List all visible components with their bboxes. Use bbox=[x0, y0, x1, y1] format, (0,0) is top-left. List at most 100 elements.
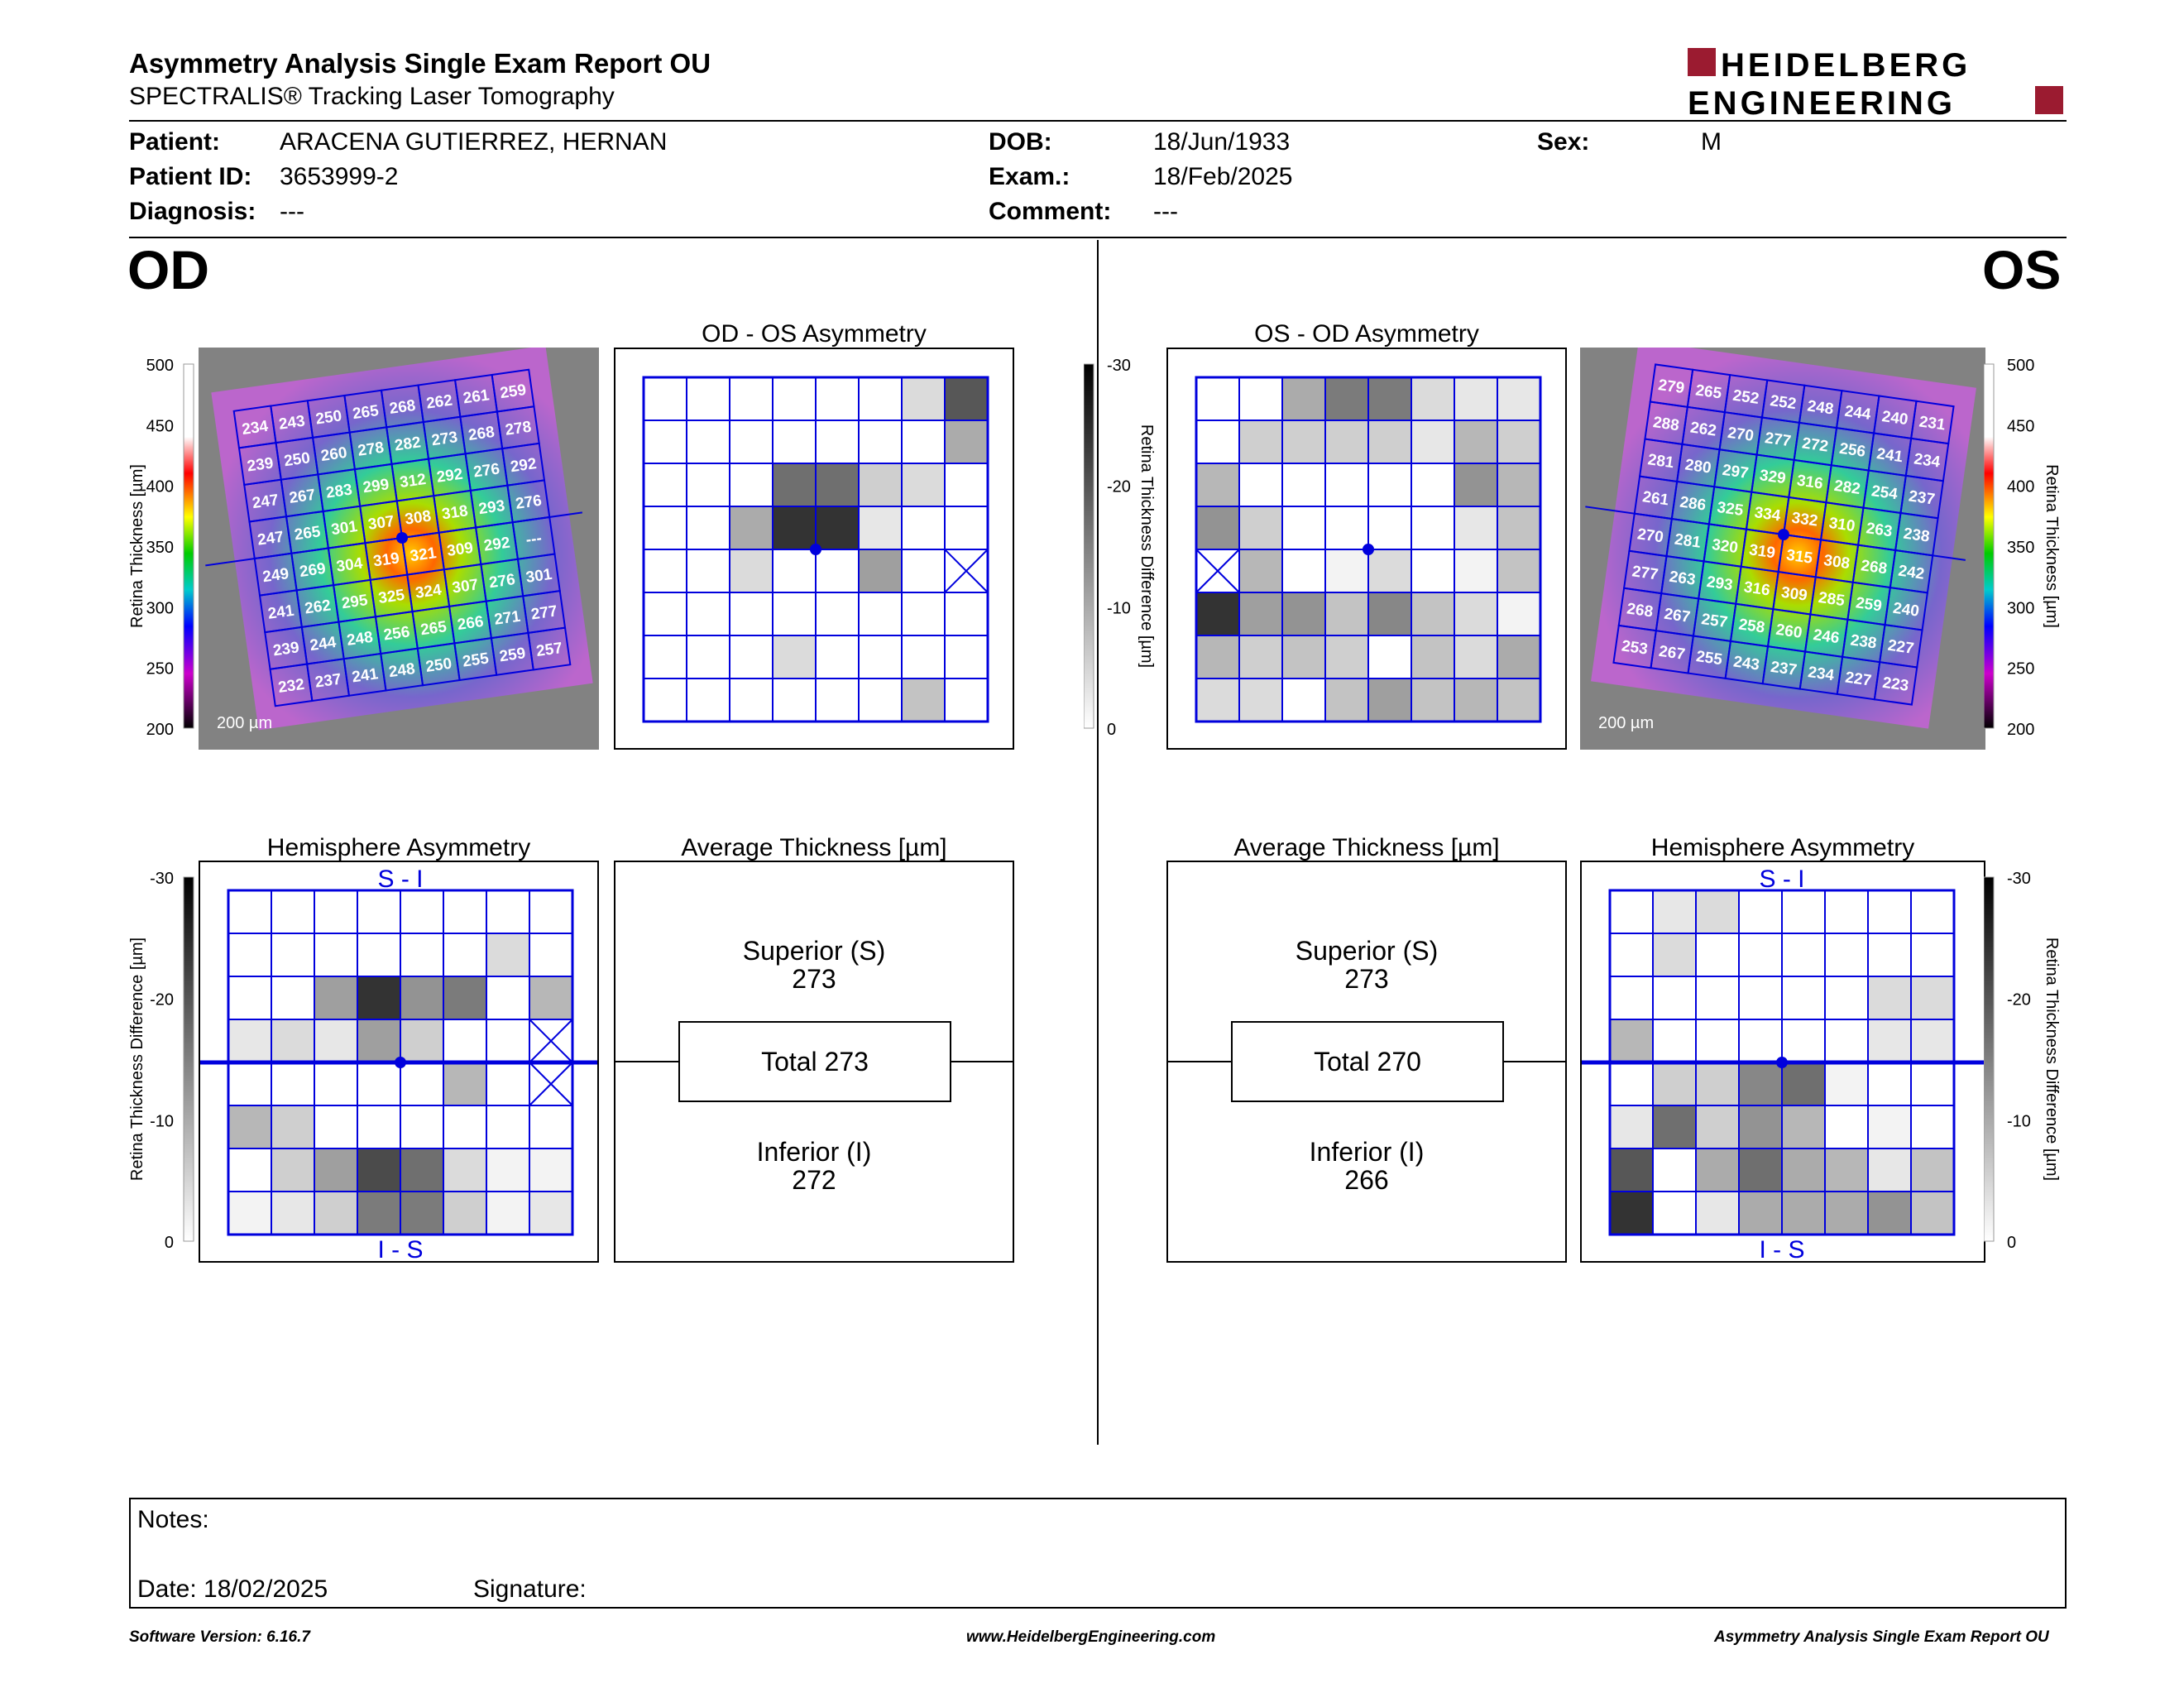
os-asym-cell bbox=[1195, 506, 1240, 550]
od-asym-cell bbox=[858, 549, 903, 593]
fovea-center-marker bbox=[810, 544, 821, 555]
os-hemi-cell bbox=[1738, 933, 1783, 977]
scale-axis-label: Retina Thickness Difference [µm] bbox=[2043, 938, 2061, 1181]
os-thickness-value: 260 bbox=[1774, 621, 1803, 642]
od-asym-cell bbox=[729, 463, 774, 507]
os-thickness-value: 263 bbox=[1668, 568, 1696, 589]
os-thickness-value: 262 bbox=[1689, 419, 1717, 439]
od-thickness-value: 292 bbox=[435, 466, 463, 487]
od-thickness-value: 237 bbox=[314, 671, 342, 692]
os-thickness-value: 325 bbox=[1716, 499, 1745, 520]
od-thickness-value: 276 bbox=[515, 492, 543, 513]
os-thickness-value: 243 bbox=[1732, 653, 1760, 674]
svg-text:ENGINEERING: ENGINEERING bbox=[1688, 85, 1956, 117]
os-asym-cell bbox=[1367, 420, 1412, 464]
od-hemi-cell bbox=[228, 1105, 272, 1149]
os-asym-cell bbox=[1281, 463, 1326, 507]
od-asym-cell bbox=[729, 376, 774, 421]
scale-tick: 500 bbox=[2007, 357, 2034, 375]
os-thickness-value: 270 bbox=[1636, 525, 1664, 546]
od-hemi-cell bbox=[443, 890, 487, 934]
os-thickness-map: 279 265 252 252 248 244 240 231 288 262 270 277 272 2… bbox=[1580, 340, 1985, 750]
od-asym-cell bbox=[772, 592, 817, 636]
os-thickness-value: 241 bbox=[1875, 445, 1904, 466]
comment-label: Comment: bbox=[989, 198, 1112, 225]
os-asym-cell bbox=[1238, 420, 1283, 464]
od-thickness-value: 262 bbox=[304, 597, 332, 617]
os-asym-cell bbox=[1324, 592, 1369, 636]
os-hemi-cell bbox=[1738, 1062, 1783, 1106]
od-thickness-value: 292 bbox=[483, 535, 511, 555]
os-hemi-cell bbox=[1867, 1105, 1912, 1149]
od-asym-cell bbox=[772, 463, 817, 507]
od-asym-cell bbox=[815, 463, 860, 507]
od-asym-cell bbox=[772, 420, 817, 464]
os-asym-cell bbox=[1281, 376, 1326, 421]
od-hemi-cell bbox=[400, 1062, 444, 1106]
scale-axis-label: Retina Thickness [µm] bbox=[128, 464, 146, 628]
od-asym-cell bbox=[944, 506, 989, 550]
os-thickness-value: 277 bbox=[1631, 563, 1659, 583]
footer-report-name: Asymmetry Analysis Single Exam Report OU bbox=[1714, 1628, 2049, 1646]
scale-tick: 450 bbox=[2007, 417, 2034, 435]
os-thickness-value: 316 bbox=[1796, 472, 1824, 492]
scale-bar-label: 200 µm bbox=[217, 714, 272, 732]
od-asym-cell bbox=[858, 506, 903, 550]
os-superior-value: 273 bbox=[1344, 964, 1389, 994]
od-asym-cell bbox=[815, 592, 860, 636]
os-thickness-value: 227 bbox=[1844, 669, 1872, 689]
os-asym-cell bbox=[1454, 463, 1498, 507]
os-asym-cell bbox=[1410, 678, 1455, 722]
od-hemi-cell bbox=[529, 890, 573, 934]
od-thickness-value: 248 bbox=[388, 660, 416, 681]
scale-tick: 450 bbox=[146, 417, 174, 435]
os-asym-cell bbox=[1324, 506, 1369, 550]
od-asym-cell bbox=[686, 506, 730, 550]
hemi-bottom-label: I - S bbox=[1759, 1236, 1804, 1261]
os-hemi-cell bbox=[1695, 1019, 1740, 1063]
os-hemi-cell bbox=[1910, 1062, 1955, 1106]
os-asym-cell bbox=[1454, 678, 1498, 722]
os-hemi-cell bbox=[1609, 1019, 1654, 1063]
od-thickness-value: 239 bbox=[272, 639, 300, 659]
scale-bar-label: 200 µm bbox=[1598, 714, 1654, 732]
od-asym-cell bbox=[858, 592, 903, 636]
od-thickness-value: 269 bbox=[299, 560, 327, 581]
os-hemi-cell bbox=[1738, 890, 1783, 934]
od-thickness-value: 295 bbox=[341, 592, 370, 612]
os-hemi-cell bbox=[1867, 1148, 1912, 1192]
od-hemi-cell bbox=[357, 1191, 401, 1235]
scale-tick: 350 bbox=[2007, 539, 2034, 557]
od-asym-cell bbox=[686, 549, 730, 593]
os-hemi-cell bbox=[1652, 1062, 1697, 1106]
os-asym-cell bbox=[1367, 635, 1412, 679]
scale-tick: -30 bbox=[1107, 357, 1131, 375]
website-link[interactable]: www.HeidelbergEngineering.com bbox=[966, 1628, 1216, 1646]
od-thickness-value: 271 bbox=[493, 608, 522, 629]
od-asym-cell bbox=[643, 549, 687, 593]
os-hemi-cell bbox=[1824, 1105, 1869, 1149]
od-asym-cell bbox=[729, 420, 774, 464]
hemi-top-label: S - I bbox=[1759, 866, 1804, 893]
od-hemi-cell bbox=[443, 1105, 487, 1149]
od-asym-cell bbox=[729, 592, 774, 636]
os-asym-cell bbox=[1281, 678, 1326, 722]
os-hemi-cell bbox=[1824, 933, 1869, 977]
od-asym-cell bbox=[901, 420, 946, 464]
od-hemi-cell bbox=[486, 890, 530, 934]
os-hemi-cell bbox=[1910, 1105, 1955, 1149]
od-thickness-value: 232 bbox=[277, 676, 305, 697]
os-hemi-cell bbox=[1824, 1019, 1869, 1063]
od-hemi-cell bbox=[228, 1062, 272, 1106]
os-asym-cell bbox=[1497, 549, 1541, 593]
notes-box[interactable]: Notes: Date: 18/02/2025 Signature: bbox=[129, 1498, 2067, 1609]
os-thickness-value: 308 bbox=[1822, 552, 1851, 573]
od-hemi-cell bbox=[400, 890, 444, 934]
os-hemi-cell bbox=[1609, 1191, 1654, 1235]
od-thickness-value: 259 bbox=[498, 645, 526, 665]
od-asym-cell bbox=[686, 678, 730, 722]
os-thickness-value: 267 bbox=[1663, 606, 1691, 626]
os-asym-cell bbox=[1410, 592, 1455, 636]
od-hemi-cell bbox=[228, 1191, 272, 1235]
os-asym-cell bbox=[1454, 506, 1498, 550]
